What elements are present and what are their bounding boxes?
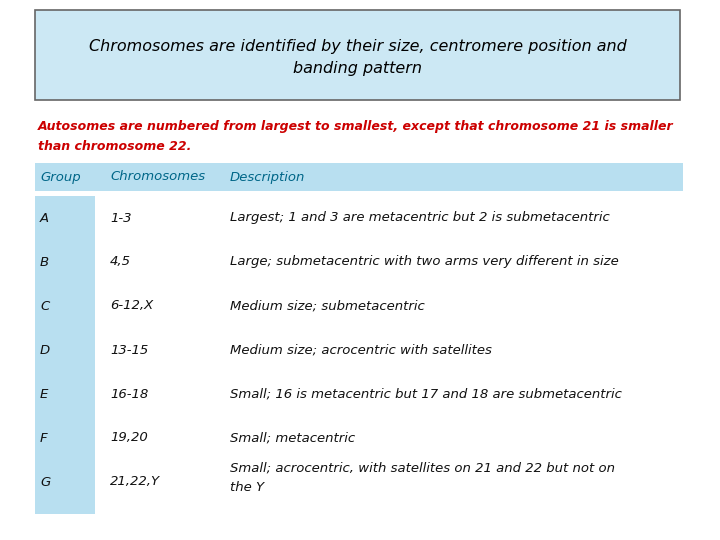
Text: Chromosomes are identified by their size, centromere position and: Chromosomes are identified by their size…: [89, 39, 626, 55]
Text: C: C: [40, 300, 49, 313]
Text: Medium size; acrocentric with satellites: Medium size; acrocentric with satellites: [230, 343, 492, 356]
Text: B: B: [40, 255, 49, 268]
Text: A: A: [40, 212, 49, 225]
Text: Small; 16 is metacentric but 17 and 18 are submetacentric: Small; 16 is metacentric but 17 and 18 a…: [230, 388, 622, 401]
Text: 16-18: 16-18: [110, 388, 148, 401]
Text: G: G: [40, 476, 50, 489]
Text: D: D: [40, 343, 50, 356]
FancyBboxPatch shape: [35, 196, 95, 514]
Text: banding pattern: banding pattern: [293, 62, 422, 77]
Text: Large; submetacentric with two arms very different in size: Large; submetacentric with two arms very…: [230, 255, 618, 268]
Text: F: F: [40, 431, 48, 444]
Text: E: E: [40, 388, 48, 401]
Text: 1-3: 1-3: [110, 212, 132, 225]
Text: Largest; 1 and 3 are metacentric but 2 is submetacentric: Largest; 1 and 3 are metacentric but 2 i…: [230, 212, 610, 225]
Text: 4,5: 4,5: [110, 255, 131, 268]
Text: Chromosomes: Chromosomes: [110, 171, 205, 184]
FancyBboxPatch shape: [35, 163, 683, 191]
Text: 13-15: 13-15: [110, 343, 148, 356]
FancyBboxPatch shape: [35, 10, 680, 100]
Text: Description: Description: [230, 171, 305, 184]
Text: 6-12,X: 6-12,X: [110, 300, 153, 313]
Text: Medium size; submetacentric: Medium size; submetacentric: [230, 300, 425, 313]
Text: 21,22,Y: 21,22,Y: [110, 476, 160, 489]
Text: 19,20: 19,20: [110, 431, 148, 444]
Text: Small; metacentric: Small; metacentric: [230, 431, 355, 444]
Text: Group: Group: [40, 171, 81, 184]
Text: Small; acrocentric, with satellites on 21 and 22 but not on
the Y: Small; acrocentric, with satellites on 2…: [230, 462, 615, 494]
Text: Autosomes are numbered from largest to smallest, except that chromosome 21 is sm: Autosomes are numbered from largest to s…: [38, 120, 674, 133]
Text: than chromosome 22.: than chromosome 22.: [38, 140, 192, 153]
